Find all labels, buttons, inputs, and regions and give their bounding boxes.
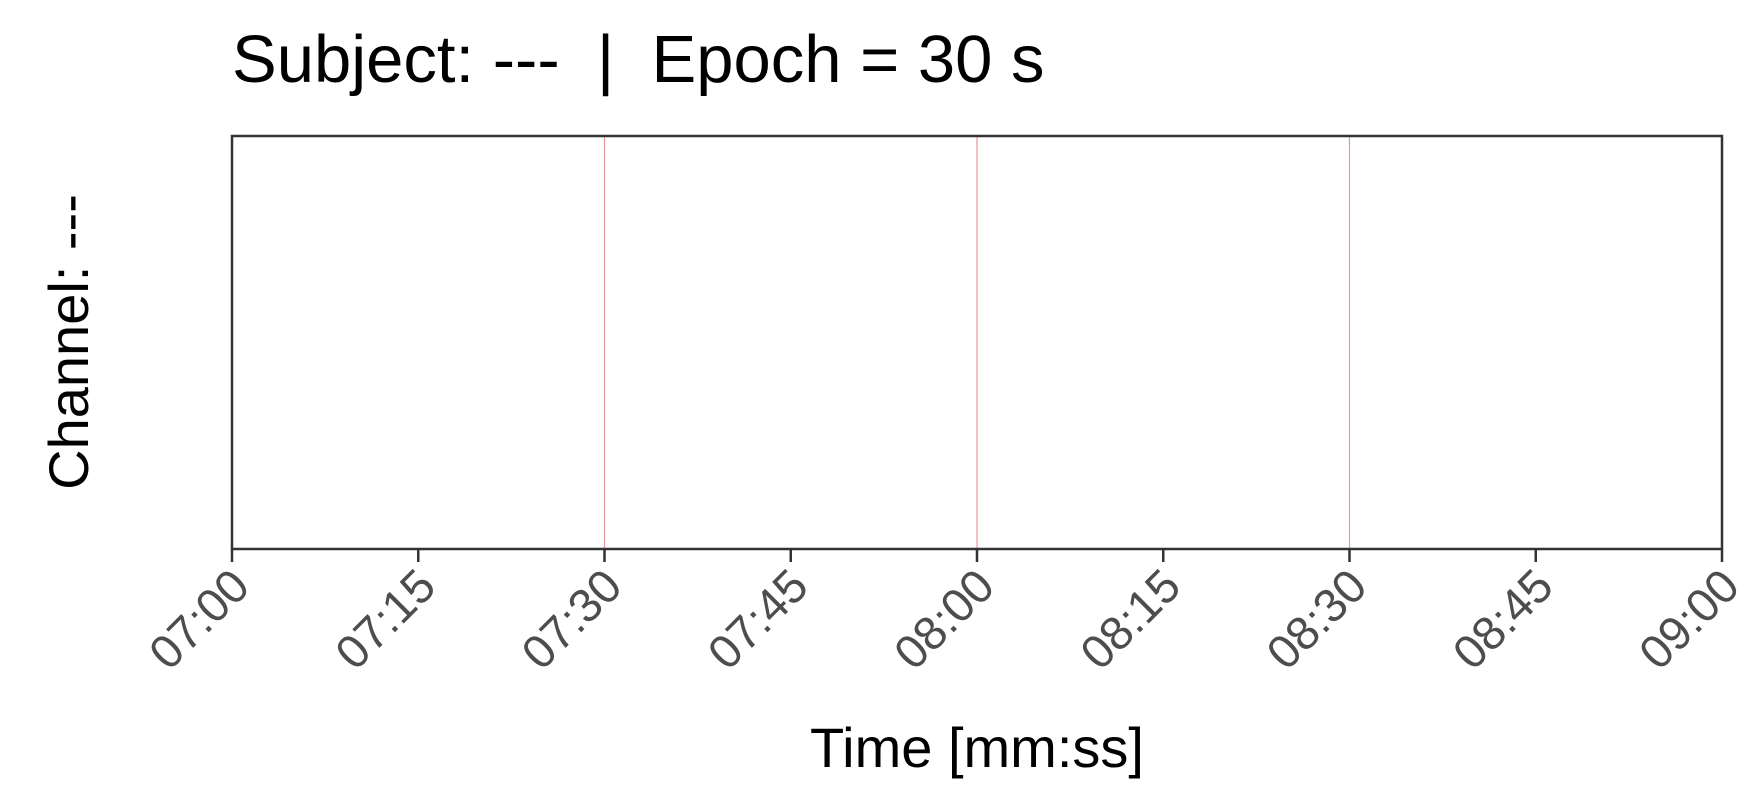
x-tick-label: 07:45 — [697, 559, 818, 680]
x-tick-label: 08:00 — [883, 559, 1004, 680]
x-axis-tick-labels: 07:00 07:15 07:30 07:45 08:00 08:15 08:30 08:45… — [138, 559, 1749, 680]
y-axis-label: Channel: --- — [37, 194, 100, 490]
x-tick-label: 07:15 — [325, 559, 446, 680]
x-tick-label: 08:15 — [1070, 559, 1191, 680]
x-tick-label: 07:30 — [511, 559, 632, 680]
epoch-lines — [603, 136, 1351, 549]
x-tick-label: 08:45 — [1442, 559, 1563, 680]
chart-title: Subject: --- | Epoch = 30 s — [232, 22, 1044, 97]
x-axis-label: Time [mm:ss] — [810, 716, 1144, 779]
x-axis-ticks — [230, 549, 1724, 562]
x-tick-label: 08:30 — [1256, 559, 1377, 680]
x-tick-label: 09:00 — [1628, 559, 1749, 680]
x-tick-label: 07:00 — [138, 559, 259, 680]
